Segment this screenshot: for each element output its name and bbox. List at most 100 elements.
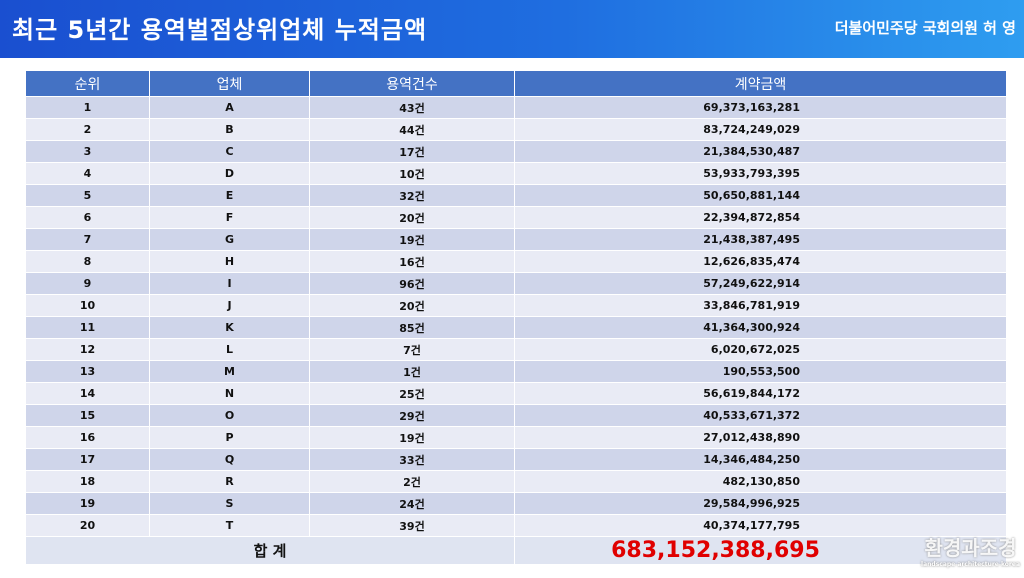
- table-cell: 20건: [309, 206, 515, 229]
- total-label: 합 계: [25, 536, 515, 565]
- table-cell: T: [149, 514, 310, 537]
- table-row: 9 I 96건 57,249,622,914: [25, 272, 1007, 295]
- table-cell: 10건: [309, 162, 515, 185]
- table-cell: 9: [25, 272, 150, 295]
- column-header: 업체: [149, 70, 310, 97]
- table-cell: 29,584,996,925: [514, 492, 1007, 515]
- table-cell: 482,130,850: [514, 470, 1007, 493]
- table-cell: 15: [25, 404, 150, 427]
- table-cell: 24건: [309, 492, 515, 515]
- table-cell: 96건: [309, 272, 515, 295]
- table-cell: 20: [25, 514, 150, 537]
- table-cell: 6,020,672,025: [514, 338, 1007, 361]
- table-row: 1 A 43건 69,373,163,281: [25, 96, 1007, 119]
- table-cell: 2: [25, 118, 150, 141]
- table-cell: 25건: [309, 382, 515, 405]
- table-row: 3 C 17건 21,384,530,487: [25, 140, 1007, 163]
- table-cell: 11: [25, 316, 150, 339]
- column-header: 계약금액: [514, 70, 1007, 97]
- table-cell: 13: [25, 360, 150, 383]
- table-cell: 33건: [309, 448, 515, 471]
- column-header: 용역건수: [309, 70, 515, 97]
- table-cell: 17건: [309, 140, 515, 163]
- table-cell: 17: [25, 448, 150, 471]
- table-cell: 18: [25, 470, 150, 493]
- table-row: 10 J 20건 33,846,781,919: [25, 294, 1007, 317]
- table: 순위 업체 용역건수 계약금액 1 A 43건 69,373,163,281 2 B 44건 83,…: [25, 70, 1007, 565]
- table-cell: 44건: [309, 118, 515, 141]
- table-body: 1 A 43건 69,373,163,281 2 B 44건 83,724,249,029 3 C…: [25, 96, 1007, 565]
- header-row: 순위 업체 용역건수 계약금액: [25, 70, 1007, 97]
- table-cell: B: [149, 118, 310, 141]
- table-cell: 7건: [309, 338, 515, 361]
- table-cell: 27,012,438,890: [514, 426, 1007, 449]
- table-cell: C: [149, 140, 310, 163]
- table-row: 11 K 85건 41,364,300,924: [25, 316, 1007, 339]
- table-cell: 4: [25, 162, 150, 185]
- table-cell: 20건: [309, 294, 515, 317]
- table-cell: 1건: [309, 360, 515, 383]
- table-cell: L: [149, 338, 310, 361]
- table-cell: 83,724,249,029: [514, 118, 1007, 141]
- table-cell: 19: [25, 492, 150, 515]
- table-cell: 56,619,844,172: [514, 382, 1007, 405]
- table-row: 18 R 2건 482,130,850: [25, 470, 1007, 493]
- table-cell: 16: [25, 426, 150, 449]
- table-cell: 2건: [309, 470, 515, 493]
- table-cell: I: [149, 272, 310, 295]
- table-cell: 57,249,622,914: [514, 272, 1007, 295]
- table-row: 7 G 19건 21,438,387,495: [25, 228, 1007, 251]
- watermark: 환경과조경 landscape architecture korea: [921, 532, 1020, 568]
- table-row: 20 T 39건 40,374,177,795: [25, 514, 1007, 537]
- table-cell: 19건: [309, 228, 515, 251]
- table-cell: 12,626,835,474: [514, 250, 1007, 273]
- table-cell: 8: [25, 250, 150, 273]
- table-cell: 12: [25, 338, 150, 361]
- watermark-subtitle: landscape architecture korea: [921, 561, 1020, 568]
- table-row: 12 L 7건 6,020,672,025: [25, 338, 1007, 361]
- table-cell: 5: [25, 184, 150, 207]
- table-cell: 41,364,300,924: [514, 316, 1007, 339]
- table-cell: S: [149, 492, 310, 515]
- table-cell: 21,438,387,495: [514, 228, 1007, 251]
- table-cell: F: [149, 206, 310, 229]
- table-cell: G: [149, 228, 310, 251]
- total-amount: 683,152,388,695: [514, 536, 1007, 565]
- table-row: 6 F 20건 22,394,872,854: [25, 206, 1007, 229]
- table-cell: 6: [25, 206, 150, 229]
- author: 더불어민주당 국회의원 허 영: [834, 19, 1016, 37]
- table-cell: 7: [25, 228, 150, 251]
- table-cell: K: [149, 316, 310, 339]
- table-cell: D: [149, 162, 310, 185]
- table-cell: 40,533,671,372: [514, 404, 1007, 427]
- table-row: 17 Q 33건 14,346,484,250: [25, 448, 1007, 471]
- table-row: 4 D 10건 53,933,793,395: [25, 162, 1007, 185]
- title: 최근 5년간 용역벌점상위업체 누적금액: [12, 16, 428, 44]
- table-cell: R: [149, 470, 310, 493]
- table-cell: P: [149, 426, 310, 449]
- table-cell: J: [149, 294, 310, 317]
- table-row: 14 N 25건 56,619,844,172: [25, 382, 1007, 405]
- table-cell: 10: [25, 294, 150, 317]
- table-cell: M: [149, 360, 310, 383]
- table-cell: 1: [25, 96, 150, 119]
- table-row: 19 S 24건 29,584,996,925: [25, 492, 1007, 515]
- table-row: 15 O 29건 40,533,671,372: [25, 404, 1007, 427]
- table-cell: 50,650,881,144: [514, 184, 1007, 207]
- table-row: 13 M 1건 190,553,500: [25, 360, 1007, 383]
- table-cell: E: [149, 184, 310, 207]
- table-cell: 69,373,163,281: [514, 96, 1007, 119]
- table-cell: 40,374,177,795: [514, 514, 1007, 537]
- table-row: 8 H 16건 12,626,835,474: [25, 250, 1007, 273]
- table-cell: O: [149, 404, 310, 427]
- table-cell: H: [149, 250, 310, 273]
- table-cell: 32건: [309, 184, 515, 207]
- table-cell: 33,846,781,919: [514, 294, 1007, 317]
- banner: 최근 5년간 용역벌점상위업체 누적금액 더불어민주당 국회의원 허 영: [0, 0, 1024, 58]
- column-header: 순위: [25, 70, 150, 97]
- table-cell: N: [149, 382, 310, 405]
- watermark-title: 환경과조경: [924, 536, 1017, 560]
- table-row: 2 B 44건 83,724,249,029: [25, 118, 1007, 141]
- table-cell: 43건: [309, 96, 515, 119]
